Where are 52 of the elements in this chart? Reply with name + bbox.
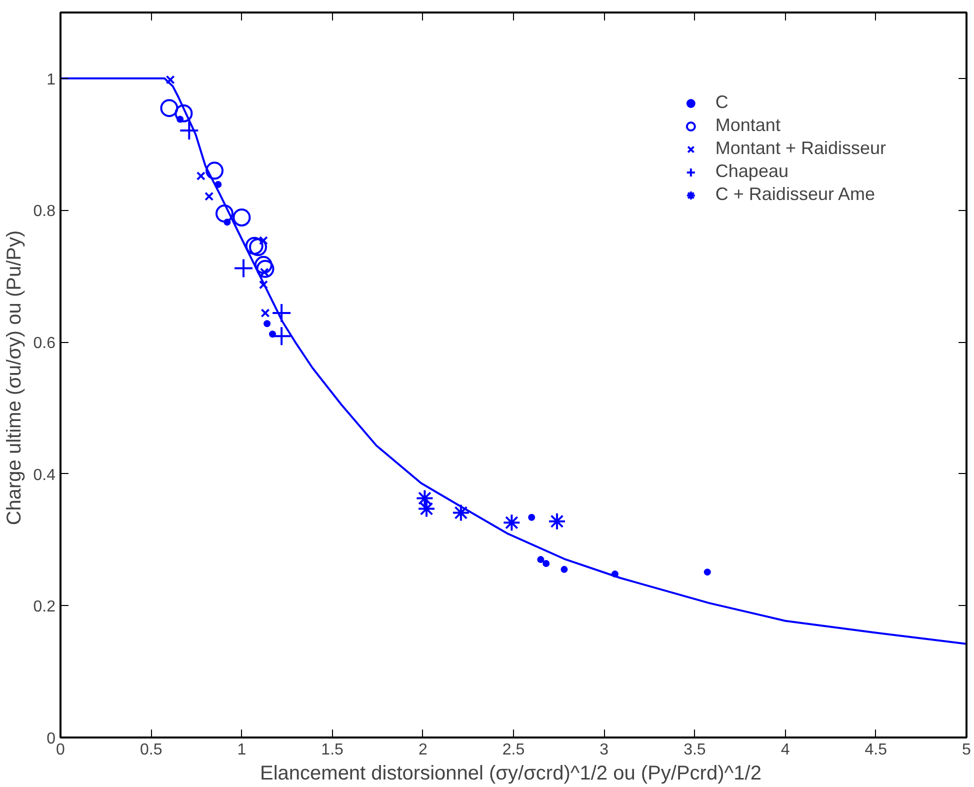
x-tick-label: 2.5 [502,742,525,758]
point [264,320,271,328]
point [256,260,274,278]
point [166,75,175,84]
point [260,308,270,318]
point [452,504,470,522]
x-tick-label: 2 [418,742,428,758]
point [249,238,268,256]
legend-label: Chapeau [715,161,788,182]
x-tick-label: 1.5 [321,742,344,758]
point [537,556,544,564]
point [542,560,550,567]
x-tick-label: 4 [780,742,790,758]
x-tick-label: 3.5 [684,742,706,758]
y-tick-label: 0.6 [33,335,56,352]
point [204,192,214,201]
point [272,326,292,346]
point [179,120,200,140]
point [174,104,193,122]
legend-label: Montant [715,115,780,136]
point [416,489,434,508]
point [234,258,254,278]
x-axis-title: Elancement distorsionnel (σy/σcrd)^1/2 ou (Py/Pcrd)^1/2 [260,762,762,784]
point [418,500,436,518]
y-tick-label: 0 [46,730,56,748]
point [528,514,536,521]
x-tick-label: 5 [962,742,972,758]
x-tick-label: 0.5 [140,742,162,758]
point [254,256,272,274]
legend-label: C [715,92,730,113]
legend-label: Montant + Raidisseur [715,138,886,159]
point [704,568,711,576]
y-tick-label: 1 [46,71,56,88]
x-tick-label: 1 [237,742,246,758]
point [502,514,521,532]
point [232,208,251,226]
x-tick-label: 3 [600,742,609,758]
y-axis-title: Charge ultime (σu/σy) ou (Pu/Py) [3,230,26,526]
y-tick-label: 0.2 [33,598,56,616]
y-tick-label: 0.8 [33,203,56,220]
point [548,512,566,530]
line-series [60,77,966,645]
point [258,280,268,290]
point [206,162,224,180]
point [560,566,568,573]
point [272,303,292,324]
point [215,204,234,223]
legend-label: C + Raidisseur Ame [715,184,875,205]
y-tick-label: 0.4 [33,466,56,484]
point [196,171,206,180]
x-tick-label: 4.5 [864,742,888,758]
point [160,99,178,118]
